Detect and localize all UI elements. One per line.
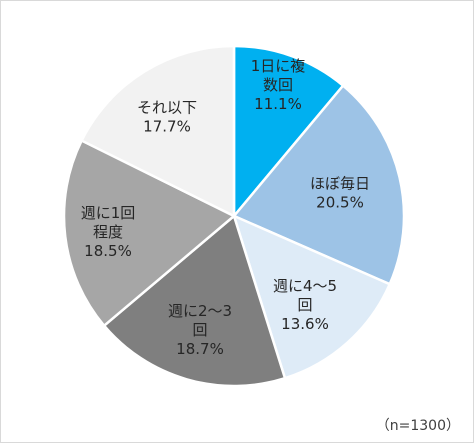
pie-slice-1 — [232, 44, 345, 218]
pie-slice-label-2: ほぼ毎日 20.5% — [310, 175, 370, 212]
sample-size-note: （n=1300） — [375, 418, 460, 434]
pie-slice-label-5: 週に1回程度 18.5% — [81, 204, 136, 260]
pie-slice-6 — [80, 44, 236, 218]
pie-slice-5 — [62, 139, 236, 327]
pie-slice-4 — [102, 214, 287, 388]
pie-slice-label-3: 週に4～5 回 13.6% — [273, 277, 337, 333]
pie-slice-label-6: それ以下 17.7% — [137, 99, 197, 136]
pie-slice-label-1: 1日に複数回 11.1% — [251, 57, 306, 113]
pie-slice-label-4: 週に2～3 回 18.7% — [168, 302, 232, 358]
